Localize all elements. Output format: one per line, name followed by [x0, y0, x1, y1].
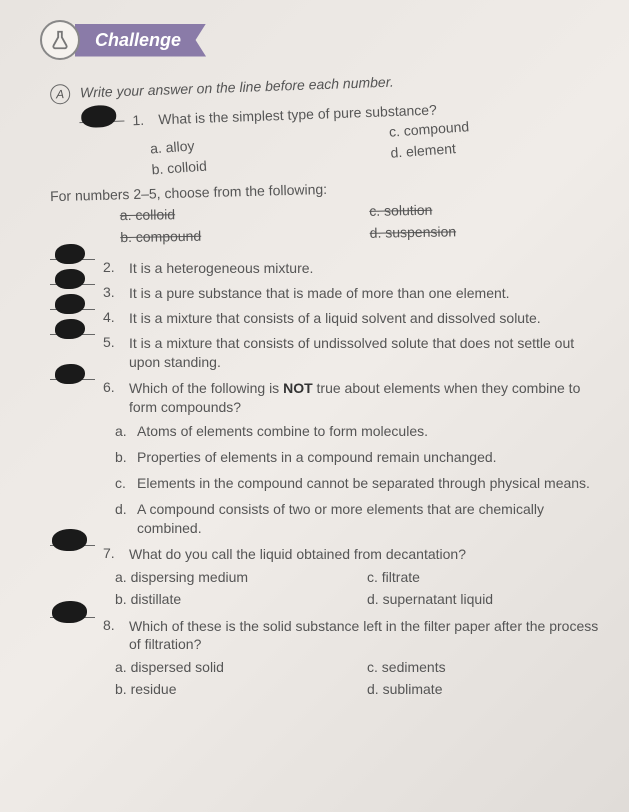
opt-a: a. dispersing medium [115, 569, 347, 585]
question-8: 8. Which of these is the solid substance… [50, 617, 599, 698]
opt-c-text: Elements in the compound cannot be separ… [137, 474, 590, 493]
q-text: It is a mixture that consists of undisso… [129, 334, 599, 372]
q-text: It is a pure substance that is made of m… [129, 284, 599, 303]
q-number: 6. [103, 379, 121, 395]
q-number: 7. [103, 545, 121, 561]
opt-d-text: A compound consists of two or more eleme… [137, 500, 599, 538]
q-text: Which of these is the solid substance le… [129, 617, 599, 655]
q-text: Which of the following is NOT true about… [129, 379, 599, 417]
answer-blank[interactable] [50, 545, 95, 546]
challenge-banner: Challenge [40, 20, 206, 60]
q6-options: a.Atoms of elements combine to form mole… [115, 422, 599, 537]
answer-blank[interactable] [50, 379, 95, 380]
question-2: 2. It is a heterogeneous mixture. [50, 259, 599, 278]
q-text: It is a mixture that consists of a liqui… [129, 309, 599, 328]
choice-grid: a. colloid c. solution b. compound d. su… [120, 199, 600, 245]
answer-blank[interactable] [50, 259, 95, 260]
opt-c: c. sediments [367, 659, 599, 675]
q-text: What do you call the liquid obtained fro… [129, 545, 599, 564]
choice-b: b. compound [120, 225, 350, 245]
banner-title: Challenge [75, 24, 206, 57]
answer-blank[interactable] [50, 334, 95, 335]
opt-d: d. supernatant liquid [367, 591, 599, 607]
opt-b: b.Properties of elements in a compound r… [115, 448, 599, 467]
opt-d: d.A compound consists of two or more ele… [115, 500, 599, 538]
q-text: It is a heterogeneous mixture. [129, 259, 599, 278]
opt-b: b. distillate [115, 591, 347, 607]
q-number: 1. [132, 112, 151, 129]
scribble-mark [52, 529, 87, 551]
answer-blank[interactable] [50, 617, 95, 618]
opt-a: a. dispersed solid [115, 659, 347, 675]
q-number: 5. [103, 334, 121, 350]
scribble-mark [55, 269, 85, 289]
opt-b: b. residue [115, 681, 347, 697]
question-1: 1. What is the simplest type of pure sub… [79, 96, 600, 172]
answer-blank[interactable] [79, 120, 124, 123]
opt-b-text: Properties of elements in a compound rem… [137, 448, 497, 467]
choice-d: d. suspension [370, 221, 600, 241]
section-a-label: A [50, 84, 71, 105]
answer-blank[interactable] [50, 284, 95, 285]
scribble-mark [81, 104, 117, 127]
choose-from-section: For numbers 2–5, choose from the followi… [50, 181, 599, 241]
opt-a-text: Atoms of elements combine to form molecu… [137, 422, 428, 441]
choice-a: a. colloid [120, 203, 350, 223]
answer-blank[interactable] [50, 309, 95, 310]
scribble-mark [55, 244, 85, 264]
q6-bold: NOT [283, 380, 313, 396]
opt-c: c.Elements in the compound cannot be sep… [115, 474, 599, 493]
scribble-mark [55, 319, 85, 339]
flask-icon [40, 20, 80, 60]
q6-pre: Which of the following is [129, 380, 283, 396]
instruction-text: Write your answer on the line before eac… [80, 74, 394, 101]
opt-c: c. filtrate [367, 569, 599, 585]
question-6: 6. Which of the following is NOT true ab… [50, 379, 599, 537]
q7-options: a. dispersing medium c. filtrate b. dist… [115, 569, 599, 607]
q8-options: a. dispersed solid c. sediments b. resid… [115, 659, 599, 697]
scribble-mark [55, 364, 85, 384]
scribble-mark [55, 294, 85, 314]
question-4: 4. It is a mixture that consists of a li… [50, 309, 599, 328]
q-number: 4. [103, 309, 121, 325]
question-5: 5. It is a mixture that consists of undi… [50, 334, 599, 372]
choice-c: c. solution [369, 199, 599, 219]
question-3: 3. It is a pure substance that is made o… [50, 284, 599, 303]
q-number: 8. [103, 617, 121, 633]
q-number: 2. [103, 259, 121, 275]
question-7: 7. What do you call the liquid obtained … [50, 545, 599, 607]
opt-d: d. sublimate [367, 681, 599, 697]
q-number: 3. [103, 284, 121, 300]
opt-a: a.Atoms of elements combine to form mole… [115, 422, 599, 441]
scribble-mark [52, 601, 87, 623]
